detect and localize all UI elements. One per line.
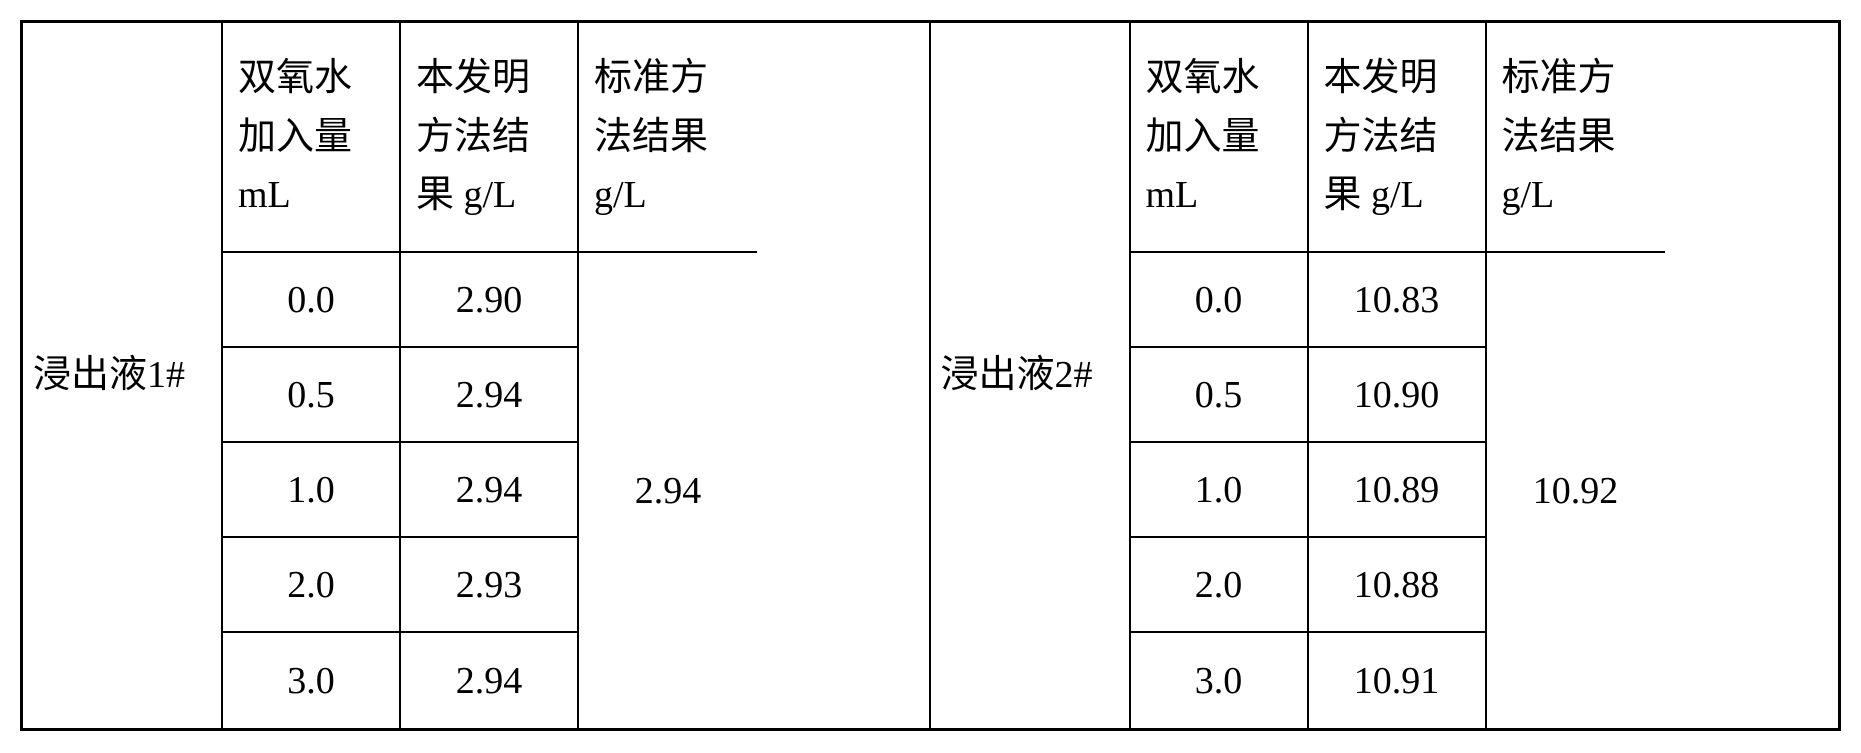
table-cell: 3.0 (1131, 633, 1307, 728)
table-cell: 0.5 (1131, 348, 1307, 443)
header-invention-left-text: 本发明方法结果 g/L (416, 49, 562, 226)
left-invention-column: 本发明方法结果 g/L 2.90 2.94 2.94 2.93 2.94 (401, 23, 579, 728)
table-cell: 0.0 (1131, 253, 1307, 348)
sample-label-1: 浸出液1# (23, 23, 223, 728)
standard-value-left: 2.94 (579, 253, 757, 728)
header-standard-left-text: 标准方法结果 g/L (594, 49, 742, 226)
table-cell: 10.83 (1309, 253, 1485, 348)
table-cell: 10.88 (1309, 538, 1485, 633)
header-standard-right: 标准方法结果 g/L (1487, 23, 1665, 253)
sample-label-2-text: 浸出液2# (941, 345, 1093, 406)
table-cell: 0.5 (223, 348, 399, 443)
right-data-columns: 双氧水加入量 mL 0.0 0.5 1.0 2.0 3.0 本发明方法结果 g/… (1131, 23, 1839, 728)
table-cell: 2.94 (401, 348, 577, 443)
standard-value-right: 10.92 (1487, 253, 1665, 728)
table-cell: 1.0 (223, 443, 399, 538)
right-peroxide-column: 双氧水加入量 mL 0.0 0.5 1.0 2.0 3.0 (1131, 23, 1309, 728)
table-cell: 2.94 (401, 633, 577, 728)
table-cell: 2.0 (223, 538, 399, 633)
left-section: 浸出液1# 双氧水加入量 mL 0.0 0.5 1.0 2.0 3.0 本发明方… (23, 23, 931, 728)
header-peroxide-right: 双氧水加入量 mL (1131, 23, 1307, 253)
header-invention-right-text: 本发明方法结果 g/L (1324, 49, 1470, 226)
right-section: 浸出液2# 双氧水加入量 mL 0.0 0.5 1.0 2.0 3.0 本发明方… (931, 23, 1839, 728)
header-invention-right: 本发明方法结果 g/L (1309, 23, 1485, 253)
header-standard-right-text: 标准方法结果 g/L (1502, 49, 1650, 226)
header-peroxide-left: 双氧水加入量 mL (223, 23, 399, 253)
table-cell: 2.0 (1131, 538, 1307, 633)
table-cell: 10.91 (1309, 633, 1485, 728)
left-peroxide-column: 双氧水加入量 mL 0.0 0.5 1.0 2.0 3.0 (223, 23, 401, 728)
left-data-columns: 双氧水加入量 mL 0.0 0.5 1.0 2.0 3.0 本发明方法结果 g/… (223, 23, 931, 728)
table-cell: 0.0 (223, 253, 399, 348)
right-invention-column: 本发明方法结果 g/L 10.83 10.90 10.89 10.88 10.9… (1309, 23, 1487, 728)
header-peroxide-left-text: 双氧水加入量 mL (238, 49, 384, 226)
header-invention-left: 本发明方法结果 g/L (401, 23, 577, 253)
table-cell: 10.90 (1309, 348, 1485, 443)
table-cell: 1.0 (1131, 443, 1307, 538)
sample-label-1-text: 浸出液1# (33, 345, 185, 406)
table-cell: 2.93 (401, 538, 577, 633)
sample-label-2: 浸出液2# (931, 23, 1131, 728)
right-standard-column: 标准方法结果 g/L 10.92 (1487, 23, 1665, 728)
comparison-table: 浸出液1# 双氧水加入量 mL 0.0 0.5 1.0 2.0 3.0 本发明方… (20, 20, 1841, 731)
table-cell: 3.0 (223, 633, 399, 728)
left-standard-column: 标准方法结果 g/L 2.94 (579, 23, 757, 728)
header-peroxide-right-text: 双氧水加入量 mL (1146, 49, 1292, 226)
header-standard-left: 标准方法结果 g/L (579, 23, 757, 253)
table-cell: 2.90 (401, 253, 577, 348)
table-cell: 2.94 (401, 443, 577, 538)
table-cell: 10.89 (1309, 443, 1485, 538)
